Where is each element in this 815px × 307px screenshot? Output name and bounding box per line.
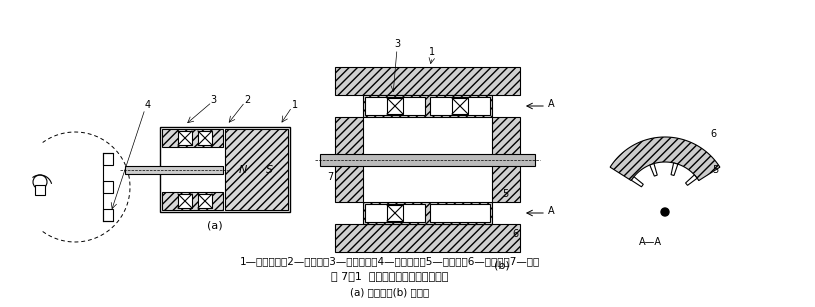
Text: (b): (b): [494, 261, 510, 271]
Polygon shape: [685, 175, 697, 185]
Polygon shape: [650, 164, 657, 176]
Text: 6: 6: [512, 229, 518, 239]
Bar: [35, 185, 45, 195]
Text: S: S: [267, 165, 274, 175]
Bar: [430, 97, 490, 115]
Bar: [178, 131, 192, 145]
Text: 1: 1: [429, 47, 435, 57]
Bar: [387, 98, 403, 114]
Text: 3: 3: [394, 39, 400, 49]
Polygon shape: [103, 209, 113, 221]
Bar: [162, 192, 223, 210]
Text: 1: 1: [292, 100, 298, 110]
Text: 7: 7: [327, 172, 333, 182]
Polygon shape: [632, 177, 643, 187]
Bar: [430, 204, 490, 222]
Text: A: A: [548, 206, 555, 216]
Text: (a) 开磁路；(b) 闭磁路: (a) 开磁路；(b) 闭磁路: [350, 287, 430, 297]
Circle shape: [33, 175, 47, 189]
Text: 1—永久磁铁；2—软磁铁；3—感应线圈；4—测量齿轮；5—内齿轮；6—外齿轮；7—转轴: 1—永久磁铁；2—软磁铁；3—感应线圈；4—测量齿轮；5—内齿轮；6—外齿轮；7…: [240, 256, 540, 266]
Text: 4: 4: [145, 100, 151, 110]
Bar: [225, 129, 288, 210]
Polygon shape: [103, 153, 113, 165]
Polygon shape: [671, 163, 678, 176]
Bar: [162, 129, 223, 147]
Circle shape: [661, 208, 669, 216]
Bar: [335, 224, 520, 252]
Text: 图 7－1  变磁通式磁电传感器结构图: 图 7－1 变磁通式磁电传感器结构图: [332, 271, 449, 281]
Bar: [335, 117, 363, 202]
Text: N: N: [239, 165, 247, 175]
Text: 2: 2: [244, 95, 250, 105]
Bar: [365, 204, 425, 222]
Bar: [365, 97, 425, 115]
Text: (a): (a): [207, 221, 222, 231]
Bar: [387, 205, 403, 221]
Text: 3: 3: [210, 95, 216, 105]
Text: A—A: A—A: [638, 237, 662, 247]
Bar: [178, 194, 192, 208]
Text: 5: 5: [502, 189, 508, 199]
Bar: [160, 127, 290, 212]
Bar: [125, 166, 223, 174]
Bar: [492, 117, 520, 202]
Bar: [363, 95, 492, 117]
Text: A: A: [548, 99, 555, 109]
Polygon shape: [103, 181, 113, 193]
Bar: [320, 154, 535, 166]
Text: 5: 5: [711, 165, 718, 175]
Bar: [198, 131, 212, 145]
Polygon shape: [610, 137, 720, 181]
Bar: [452, 98, 468, 114]
Text: 6: 6: [710, 129, 716, 139]
Bar: [198, 194, 212, 208]
Bar: [363, 202, 492, 224]
Bar: [335, 67, 520, 95]
